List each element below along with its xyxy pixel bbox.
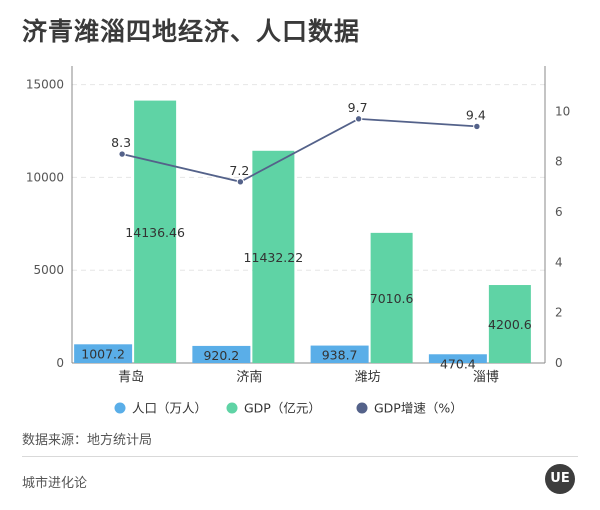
bar-gdp	[488, 285, 531, 363]
y-right-tick-label: 2	[555, 306, 563, 320]
point-gdp-growth	[473, 122, 481, 131]
bar-population	[428, 354, 487, 363]
data-label-population: 1007.2	[81, 346, 125, 361]
data-label-population: 920.2	[203, 348, 239, 363]
x-tick-label: 青岛	[118, 369, 144, 385]
point-gdp-growth	[354, 115, 363, 123]
y-right-tick-label: 0	[555, 356, 563, 370]
data-label-gdp: 7010.6	[370, 291, 414, 306]
legend-marker	[226, 402, 238, 414]
data-label-growth: 7.2	[229, 163, 249, 178]
legend-marker	[356, 402, 368, 414]
y-right-tick-label: 10	[555, 104, 570, 118]
y-left-tick-label: 0	[56, 356, 64, 370]
data-label-growth: 8.3	[111, 135, 131, 150]
legend-label: GDP（亿元）	[244, 401, 321, 416]
bar-gdp	[252, 150, 295, 363]
bar-population	[310, 345, 369, 363]
data-label-gdp: 14136.46	[125, 225, 185, 240]
data-label-gdp: 4200.6	[488, 317, 532, 332]
bar-gdp	[134, 100, 177, 363]
y-right-tick-label: 4	[555, 255, 563, 269]
y-right-tick-label: 6	[555, 205, 563, 219]
data-label-gdp: 11432.22	[244, 250, 304, 265]
x-tick-label: 淄博	[473, 370, 499, 385]
brand-logo: UE	[545, 464, 575, 494]
legend-label: GDP增速（%）	[374, 401, 463, 416]
y-left-tick-label: 10000	[26, 170, 64, 184]
y-left-tick-label: 5000	[33, 263, 64, 277]
legend-label: 人口（万人）	[132, 401, 207, 416]
line-gdp-growth	[121, 117, 477, 183]
bar-gdp	[370, 232, 413, 363]
data-label-growth: 9.7	[348, 100, 368, 115]
data-label-growth: 9.4	[466, 107, 486, 122]
y-right-tick-label: 8	[555, 155, 563, 169]
bar-population	[74, 344, 133, 363]
legend-marker	[114, 402, 126, 414]
chart-title: 济青潍淄四地经济、人口数据	[22, 17, 361, 46]
data-label-population: 470.4	[440, 356, 476, 371]
point-gdp-growth	[236, 178, 245, 186]
x-tick-label: 潍坊	[355, 370, 381, 385]
data-source-note: 数据来源：地方统计局	[22, 433, 153, 448]
footer-divider	[22, 456, 578, 457]
point-gdp-growth	[118, 150, 126, 158]
data-label-population: 938.7	[322, 348, 358, 363]
brand-name: 城市进化论	[22, 476, 88, 491]
x-tick-label: 济南	[236, 369, 262, 385]
y-left-tick-label: 15000	[26, 78, 64, 92]
bar-population	[192, 345, 251, 363]
